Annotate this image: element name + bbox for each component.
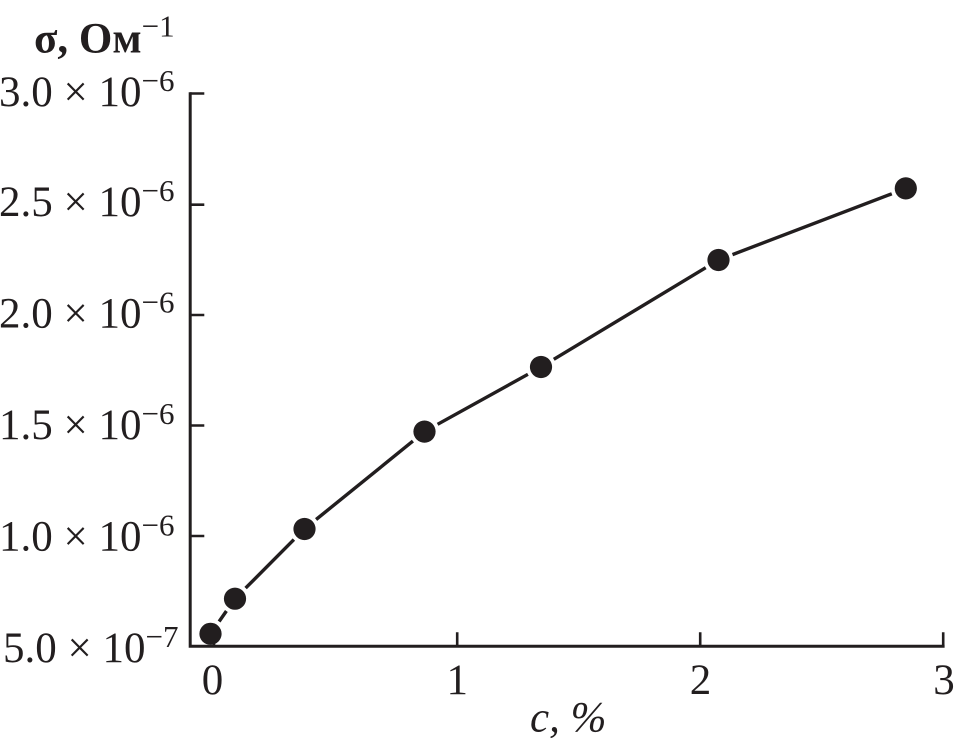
svg-text:2.5 × 10−6: 2.5 × 10−6 — [0, 173, 175, 226]
svg-text:3: 3 — [933, 657, 955, 704]
svg-text:5.0 × 10−7: 5.0 × 10−7 — [3, 619, 179, 672]
svg-text:1.5 × 10−6: 1.5 × 10−6 — [0, 396, 175, 449]
svg-text:3.0 × 10−6: 3.0 × 10−6 — [0, 63, 175, 116]
svg-text:c, %: c, % — [530, 694, 606, 741]
svg-text:2.0 × 10−6: 2.0 × 10−6 — [0, 285, 175, 338]
svg-text:0: 0 — [202, 657, 224, 704]
svg-text:σ, Ом−1: σ, Ом−1 — [34, 9, 175, 63]
svg-text:2: 2 — [690, 657, 712, 704]
svg-text:1.0 × 10−6: 1.0 × 10−6 — [0, 507, 175, 560]
svg-text:1: 1 — [447, 657, 469, 704]
